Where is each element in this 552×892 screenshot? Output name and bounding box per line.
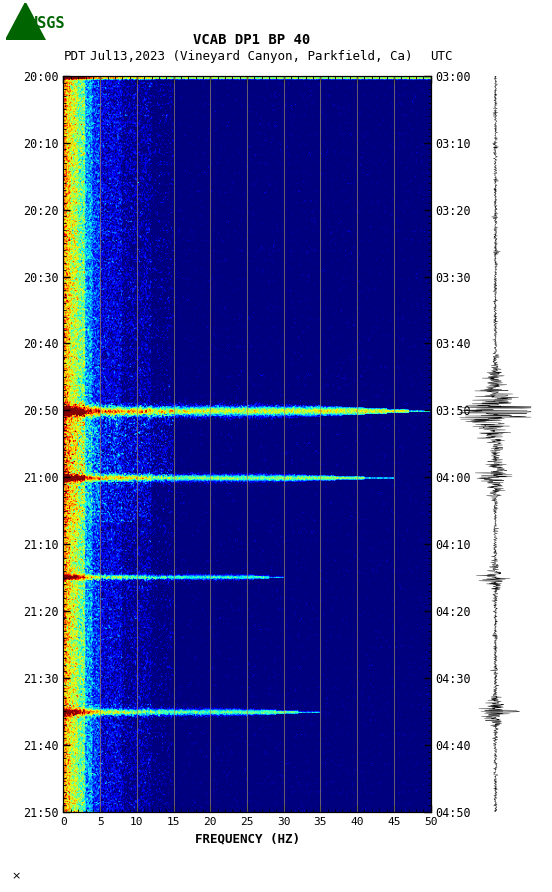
Text: Jul13,2023 (Vineyard Canyon, Parkfield, Ca): Jul13,2023 (Vineyard Canyon, Parkfield, … <box>90 50 412 63</box>
Text: PDT: PDT <box>63 50 86 63</box>
Text: VCAB DP1 BP 40: VCAB DP1 BP 40 <box>193 33 310 47</box>
Polygon shape <box>6 3 45 40</box>
Text: USGS: USGS <box>29 16 65 31</box>
Text: ×: × <box>11 871 20 881</box>
Text: UTC: UTC <box>431 50 453 63</box>
X-axis label: FREQUENCY (HZ): FREQUENCY (HZ) <box>194 832 300 845</box>
